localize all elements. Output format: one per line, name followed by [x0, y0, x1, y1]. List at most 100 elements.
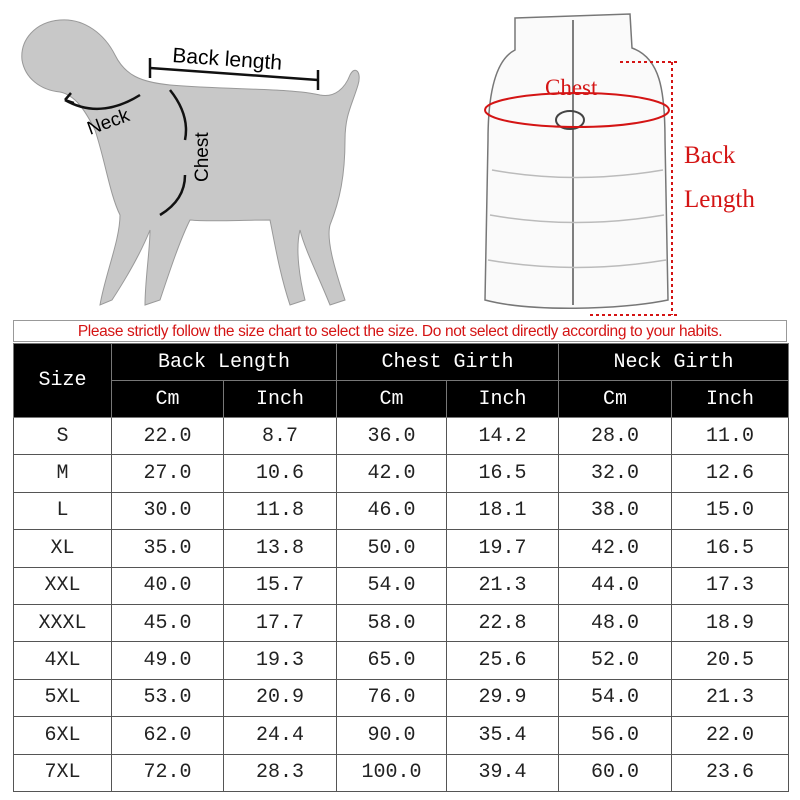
measurement-cell: 42.0 — [558, 529, 672, 568]
measurement-cell: 15.0 — [671, 491, 789, 531]
measurement-cell: 54.0 — [558, 678, 672, 718]
measurement-cell: 62.0 — [111, 716, 224, 755]
back-length-marker-icon — [148, 58, 320, 90]
measurement-cell: 56.0 — [558, 716, 672, 755]
measurement-cell: 24.4 — [223, 716, 337, 755]
measurement-cell: 19.7 — [446, 529, 559, 568]
measurement-cell: 39.4 — [446, 753, 559, 792]
measurement-cell: 20.5 — [671, 641, 789, 680]
measurement-cell: 11.8 — [223, 491, 337, 531]
measurement-cell: 76.0 — [336, 678, 447, 718]
measurement-cell: 16.5 — [446, 454, 559, 493]
measurement-cell: 50.0 — [336, 529, 447, 568]
measurement-cell: 52.0 — [558, 641, 672, 680]
measurement-cell: 21.3 — [671, 678, 789, 718]
measurement-cell: 19.3 — [223, 641, 337, 680]
vest-length-label: Length — [684, 186, 755, 213]
size-cell: M — [13, 454, 112, 493]
measurement-cell: 40.0 — [111, 566, 224, 605]
measurement-cell: 100.0 — [336, 753, 447, 792]
measurement-cell: 45.0 — [111, 603, 224, 643]
size-cell: 4XL — [13, 641, 112, 680]
vest-chest-arrow-icon — [484, 92, 670, 128]
unit-header: Inch — [223, 380, 337, 418]
measurement-cell: 42.0 — [336, 454, 447, 493]
size-cell: L — [13, 491, 112, 531]
measurement-illustration: Back length Neck Chest Chest Back Length — [21, 13, 755, 316]
unit-header: Cm — [336, 380, 447, 418]
table-row: 6XL 62.0 24.4 90.0 35.4 56.0 22.0 — [13, 716, 789, 755]
size-chart-table: Size Back Length Chest Girth Neck Girth … — [13, 343, 789, 792]
measurement-cell: 35.4 — [446, 716, 559, 755]
measurement-cell: 21.3 — [446, 566, 559, 605]
unit-header: Cm — [111, 380, 224, 418]
measurement-cell: 11.0 — [671, 416, 789, 456]
measurement-cell: 16.5 — [671, 529, 789, 568]
measurement-cell: 13.8 — [223, 529, 337, 568]
table-row: XXL 40.0 15.7 54.0 21.3 44.0 17.3 — [13, 566, 789, 605]
size-notice: Please strictly follow the size chart to… — [13, 320, 787, 342]
vest-drawing — [484, 13, 669, 309]
measurement-cell: 10.6 — [223, 454, 337, 493]
measurement-cell: 8.7 — [223, 416, 337, 456]
measurement-cell: 44.0 — [558, 566, 672, 605]
back-length-header: Back Length — [111, 343, 337, 381]
measurement-cell: 72.0 — [111, 753, 224, 792]
measurement-cell: 60.0 — [558, 753, 672, 792]
measurement-cell: 22.8 — [446, 603, 559, 643]
table-row: S 22.0 8.7 36.0 14.2 28.0 11.0 — [13, 416, 789, 456]
measurement-cell: 23.6 — [671, 753, 789, 792]
measurement-cell: 12.6 — [671, 454, 789, 493]
measurement-cell: 17.7 — [223, 603, 337, 643]
unit-header: Inch — [671, 380, 789, 418]
measurement-cell: 90.0 — [336, 716, 447, 755]
size-cell: 6XL — [13, 716, 112, 755]
measurement-cell: 18.9 — [671, 603, 789, 643]
measurement-cell: 65.0 — [336, 641, 447, 680]
size-cell: S — [13, 416, 112, 456]
neck-arrow-icon — [64, 92, 141, 111]
size-cell: XL — [13, 529, 112, 568]
dog-chest-label: Chest — [192, 132, 213, 182]
chest-arrow-icon — [159, 89, 188, 217]
measurement-cell: 36.0 — [336, 416, 447, 456]
measurement-cell: 32.0 — [558, 454, 672, 493]
table-row: 7XL 72.0 28.3 100.0 39.4 60.0 23.6 — [13, 753, 789, 792]
measurement-cell: 38.0 — [558, 491, 672, 531]
measurement-cell: 14.2 — [446, 416, 559, 456]
table-row: 4XL 49.0 19.3 65.0 25.6 52.0 20.5 — [13, 641, 789, 680]
size-cell: XXL — [13, 566, 112, 605]
chest-girth-header: Chest Girth — [336, 343, 559, 381]
table-row: M 27.0 10.6 42.0 16.5 32.0 12.6 — [13, 454, 789, 493]
measurement-cell: 48.0 — [558, 603, 672, 643]
measurement-cell: 58.0 — [336, 603, 447, 643]
size-cell: XXXL — [13, 603, 112, 643]
measurement-cell: 53.0 — [111, 678, 224, 718]
measurement-cell: 22.0 — [671, 716, 789, 755]
measurement-cell: 28.3 — [223, 753, 337, 792]
dog-silhouette — [21, 19, 360, 306]
measurement-cell: 35.0 — [111, 529, 224, 568]
measurement-cell: 54.0 — [336, 566, 447, 605]
size-header: Size — [13, 343, 112, 418]
measurement-cell: 29.9 — [446, 678, 559, 718]
measurement-cell: 28.0 — [558, 416, 672, 456]
measurement-cell: 49.0 — [111, 641, 224, 680]
neck-girth-header: Neck Girth — [558, 343, 789, 381]
vest-chest-label: Chest — [545, 75, 598, 100]
measurement-cell: 17.3 — [671, 566, 789, 605]
measurement-cell: 20.9 — [223, 678, 337, 718]
size-cell: 5XL — [13, 678, 112, 718]
table-row: XL 35.0 13.8 50.0 19.7 42.0 16.5 — [13, 529, 789, 568]
size-cell: 7XL — [13, 753, 112, 792]
table-row: XXXL 45.0 17.7 58.0 22.8 48.0 18.9 — [13, 603, 789, 643]
table-row: 5XL 53.0 20.9 76.0 29.9 54.0 21.3 — [13, 678, 789, 718]
measurement-cell: 15.7 — [223, 566, 337, 605]
measurement-cell: 25.6 — [446, 641, 559, 680]
vest-back-length-marker-icon — [590, 61, 680, 316]
measurement-cell: 22.0 — [111, 416, 224, 456]
unit-header: Cm — [558, 380, 672, 418]
vest-back-label: Back — [684, 142, 736, 169]
unit-header: Inch — [446, 380, 559, 418]
measurement-cell: 46.0 — [336, 491, 447, 531]
